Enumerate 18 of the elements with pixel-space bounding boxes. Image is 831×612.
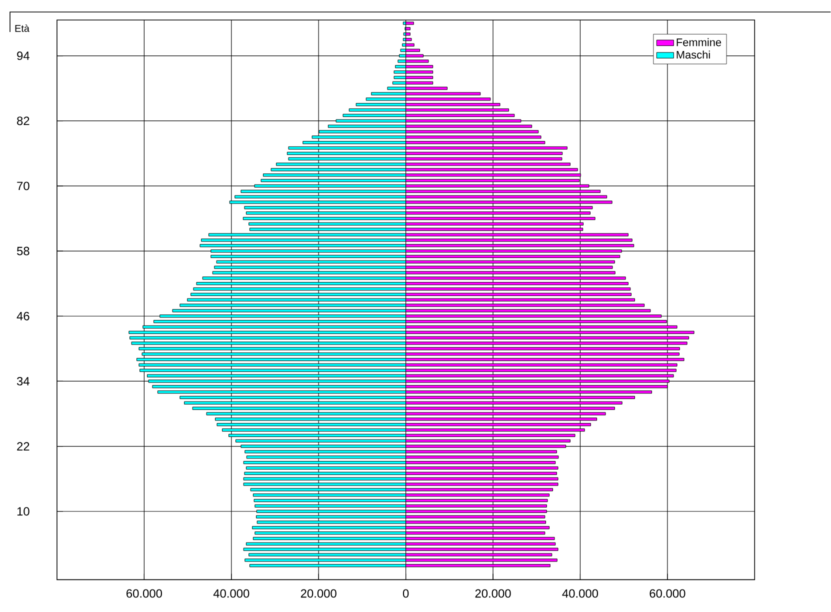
x-tick-label: 20.000	[475, 589, 511, 598]
y-tick-label: 22	[17, 442, 30, 451]
y-tick-label: 46	[16, 312, 30, 320]
legend-label: Maschi	[676, 50, 710, 59]
x-tick-label: 40.000	[562, 589, 598, 598]
y-tick-label: 58	[17, 246, 30, 256]
x-tick-label: 40.000	[213, 589, 250, 598]
x-tick-label: 20.000	[300, 589, 336, 598]
y-tick-label: 70	[17, 182, 30, 190]
y-tick-label: 34	[16, 377, 30, 386]
y-axis-title: Età	[15, 24, 30, 32]
legend-label: Femmine	[676, 38, 722, 46]
x-tick-label: 0	[402, 589, 409, 598]
y-tick-label: 82	[17, 116, 30, 126]
x-tick-label: 60.000	[650, 589, 686, 598]
y-tick-label: 94	[17, 52, 30, 60]
y-tick-label: 10	[17, 507, 30, 516]
x-tick-label: 60.000	[126, 589, 162, 598]
